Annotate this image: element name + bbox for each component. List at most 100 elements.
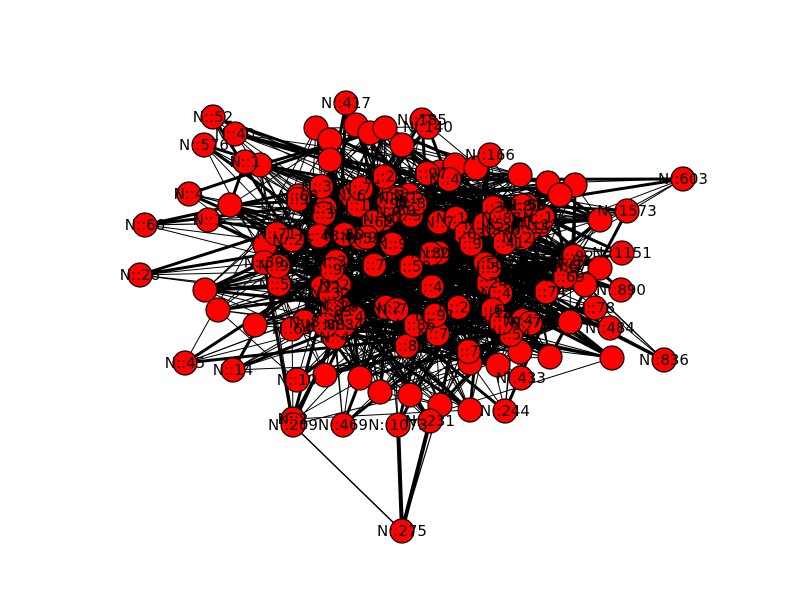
graph-node — [333, 90, 359, 116]
graph-node — [457, 397, 483, 423]
graph-node-label: N::93 — [278, 190, 318, 208]
graph-node — [533, 279, 559, 305]
graph-node-label: N::9 — [377, 235, 408, 253]
graph-node — [191, 132, 217, 158]
graph-node — [419, 274, 445, 300]
graph-node-label: N::1 — [193, 211, 224, 229]
graph-node-label: N::433 — [496, 369, 546, 387]
graph-node — [195, 207, 221, 233]
graph-node-label: N::20 — [438, 298, 478, 316]
graph-node-label: N::39 — [244, 254, 284, 272]
graph-node — [220, 357, 246, 383]
graph-node-label: N::83 — [395, 195, 435, 213]
graph-node-label: N::10 — [277, 371, 317, 389]
graph-node-label: N::48 — [481, 284, 521, 302]
graph-node-label: N::43 — [299, 227, 339, 245]
graph-node-label: N::17 — [523, 208, 563, 226]
graph-node-label: N::88 — [305, 316, 345, 334]
graph-node-label: N::2 — [371, 298, 402, 316]
graph-node-label: N::417 — [321, 94, 371, 112]
graph-node-label: N::576 — [179, 136, 229, 154]
graph-node-label: N::46 — [429, 170, 469, 188]
graph-node — [347, 365, 373, 391]
graph-node-label: N::87 — [481, 210, 521, 228]
graph-node-label: N::56 — [506, 196, 546, 214]
graph-node-label: N::244 — [480, 402, 530, 420]
graph-node — [597, 315, 623, 341]
graph-node-label: N::61 — [378, 190, 418, 208]
graph-node — [242, 312, 268, 338]
graph-edge — [292, 394, 411, 426]
graph-edge — [234, 133, 456, 166]
graph-node-label: N::47 — [503, 311, 543, 329]
graph-node — [379, 231, 405, 257]
graph-node — [488, 206, 514, 232]
graph-node-label: N::140 — [403, 118, 453, 136]
graph-node-label: N::37 — [473, 199, 513, 217]
graph-node — [587, 207, 613, 233]
graph-node — [537, 344, 563, 370]
graph-node — [285, 186, 311, 213]
graph-node — [485, 352, 511, 378]
graph-node-label: N::36 — [481, 220, 521, 238]
graph-node-label: N::32 — [310, 284, 350, 302]
graph-node-label: N::54 — [491, 325, 531, 343]
graph-node — [476, 255, 503, 281]
graph-node-label: N::23 — [364, 168, 404, 186]
graph-node-label: N::90 — [368, 195, 408, 213]
graph-edge — [492, 309, 611, 329]
graph-node-label: N::85 — [464, 216, 504, 234]
graph-node-label: N::52 — [193, 108, 233, 126]
graph-node — [507, 162, 533, 188]
graph-node-label: N::22 — [502, 229, 542, 247]
graph-node-label: N::55 — [505, 197, 545, 215]
graph-node — [609, 240, 635, 266]
graph-node — [517, 310, 543, 336]
graph-node-label: N::72 — [377, 301, 417, 319]
graph-node — [614, 198, 640, 224]
graph-node-label: N::41 — [484, 234, 524, 252]
graph-node-label: N::603 — [658, 170, 708, 188]
graph-node — [279, 316, 305, 342]
graph-node — [389, 518, 415, 544]
graph-node — [492, 398, 518, 424]
graph-node-label: N::94 — [451, 235, 491, 253]
graph-node-label: N::30 — [301, 178, 341, 196]
graph-node-label: N::97 — [407, 164, 447, 182]
graph-node-label: N::89 — [375, 201, 415, 219]
graph-node — [547, 182, 573, 208]
graph-node-label: N::57 — [391, 206, 431, 224]
graph-node-label: N::6 — [335, 187, 366, 205]
graph-node-label: N::469 — [318, 416, 368, 434]
graph-node-label: N::67 — [547, 258, 587, 276]
graph-node-label: N::50 — [465, 255, 505, 273]
graph-node-label: N::1 — [230, 153, 261, 171]
graph-node-label: N::16 — [305, 199, 345, 217]
graph-node-label: N::70 — [448, 343, 488, 361]
graph-node-label: N::84 — [386, 337, 426, 355]
graph-node-label: N::96 — [258, 257, 298, 275]
graph-node — [176, 181, 202, 207]
graph-node-label: N::2 — [278, 410, 309, 428]
graph-node-label: N::11 — [338, 197, 378, 215]
graph-node — [477, 142, 503, 168]
graph-node — [367, 379, 393, 405]
graph-node — [172, 350, 198, 376]
graph-node-label: N::76 — [354, 256, 394, 274]
graph-node-label: N::65 — [472, 301, 512, 319]
graph-node-label: N::13 — [472, 303, 512, 321]
graph-node-label: N::21 — [302, 278, 342, 296]
graph-node-label: N::231 — [405, 412, 455, 430]
graph-node-label: N::4 — [319, 328, 350, 346]
graph-node-label: N::77 — [510, 314, 550, 332]
graph-node — [306, 223, 332, 249]
graph-node — [308, 173, 334, 200]
graph-node-label: N::98 — [312, 261, 352, 279]
graph-node — [348, 175, 374, 202]
graph-node-label: N::81 — [502, 197, 542, 215]
graph-node — [330, 412, 356, 438]
graph-node — [132, 212, 158, 238]
graph-node-label: N::58 — [469, 259, 509, 277]
graph-node-label: N::3 — [374, 187, 405, 205]
